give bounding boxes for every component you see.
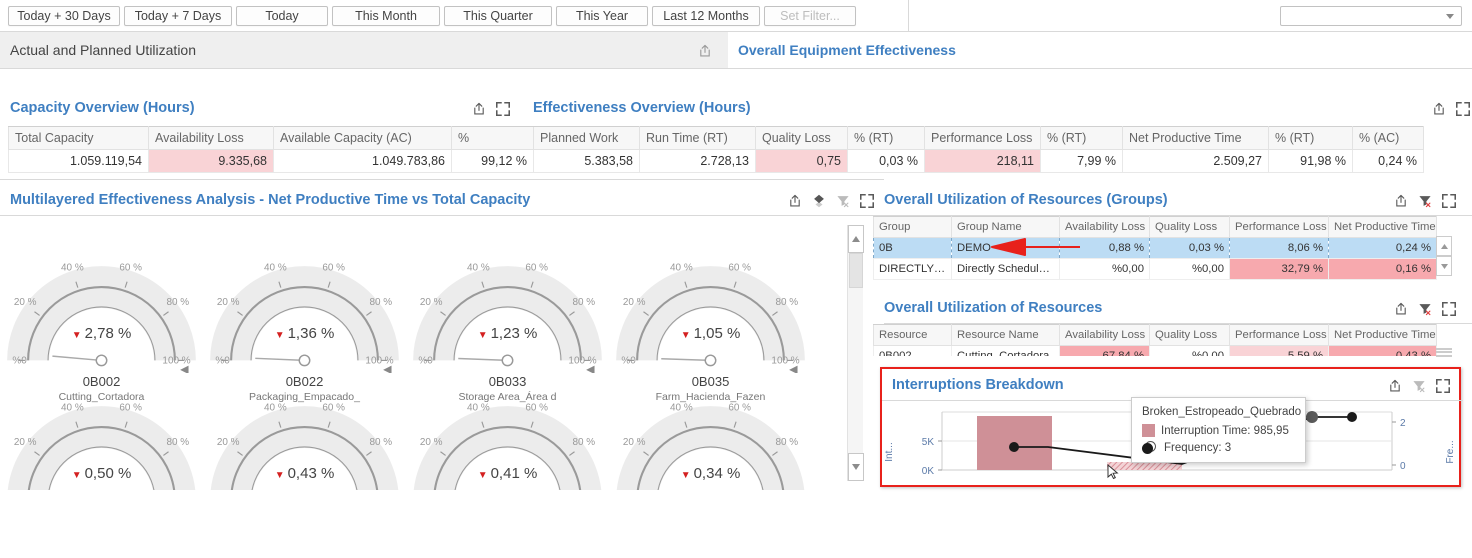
svg-text:80 %: 80 % [167, 437, 190, 448]
svg-text:%0: %0 [12, 356, 27, 367]
svg-text:20 %: 20 % [217, 437, 240, 448]
svg-text:60 %: 60 % [119, 263, 142, 274]
svg-text:60 %: 60 % [525, 263, 548, 274]
svg-text:5K: 5K [922, 437, 935, 448]
svg-text:80 %: 80 % [776, 437, 799, 448]
svg-text:60 %: 60 % [322, 403, 345, 414]
svg-text:100 %: 100 % [568, 356, 596, 367]
svg-text:0: 0 [1400, 461, 1406, 472]
svg-text:20 %: 20 % [623, 297, 646, 308]
svg-text:60 %: 60 % [322, 263, 345, 274]
svg-text:40 %: 40 % [61, 263, 84, 274]
svg-text:%0: %0 [621, 356, 636, 367]
svg-text:60 %: 60 % [728, 263, 751, 274]
svg-text:Int...: Int... [884, 442, 895, 461]
svg-text:60 %: 60 % [728, 403, 751, 414]
svg-text:100 %: 100 % [771, 356, 799, 367]
svg-text:20 %: 20 % [420, 437, 443, 448]
svg-text:0K: 0K [922, 466, 935, 477]
svg-text:80 %: 80 % [573, 297, 596, 308]
svg-text:20 %: 20 % [623, 437, 646, 448]
svg-text:80 %: 80 % [370, 437, 393, 448]
svg-text:20 %: 20 % [217, 297, 240, 308]
svg-text:20 %: 20 % [14, 297, 37, 308]
svg-text:Fre...: Fre... [1445, 440, 1456, 463]
svg-text:2: 2 [1400, 418, 1406, 429]
svg-text:40 %: 40 % [264, 403, 287, 414]
svg-text:80 %: 80 % [776, 297, 799, 308]
svg-text:40 %: 40 % [670, 403, 693, 414]
svg-text:40 %: 40 % [264, 263, 287, 274]
svg-text:80 %: 80 % [370, 297, 393, 308]
svg-text:100 %: 100 % [162, 356, 190, 367]
svg-text:20 %: 20 % [14, 437, 37, 448]
svg-text:40 %: 40 % [61, 403, 84, 414]
svg-text:80 %: 80 % [573, 437, 596, 448]
svg-text:40 %: 40 % [467, 403, 490, 414]
svg-text:80 %: 80 % [167, 297, 190, 308]
svg-text:100 %: 100 % [365, 356, 393, 367]
svg-text:40 %: 40 % [467, 263, 490, 274]
svg-text:60 %: 60 % [525, 403, 548, 414]
svg-text:%0: %0 [418, 356, 433, 367]
svg-text:20 %: 20 % [420, 297, 443, 308]
svg-text:60 %: 60 % [119, 403, 142, 414]
svg-text:40 %: 40 % [670, 263, 693, 274]
svg-text:%0: %0 [215, 356, 230, 367]
